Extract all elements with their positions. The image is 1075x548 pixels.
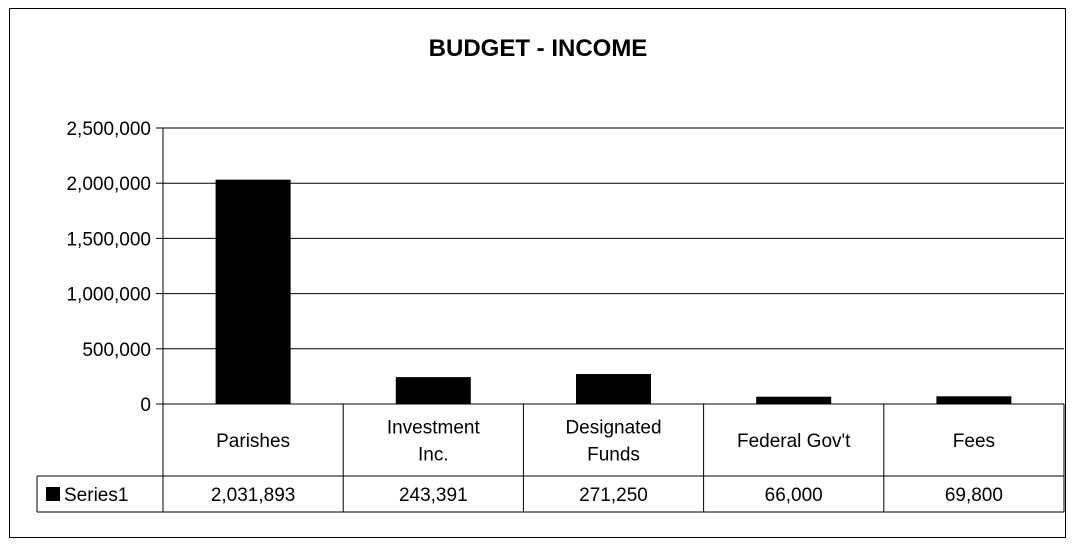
legend-key bbox=[46, 487, 60, 501]
y-tick-label: 1,500,000 bbox=[66, 229, 151, 250]
category-label: Investment bbox=[387, 418, 481, 439]
data-label: 243,391 bbox=[399, 485, 468, 506]
bar bbox=[215, 179, 291, 404]
chart-title: BUDGET - INCOME bbox=[429, 35, 648, 62]
y-tick-label: 500,000 bbox=[82, 340, 151, 361]
bar bbox=[756, 396, 832, 404]
data-label: 271,250 bbox=[579, 485, 648, 506]
category-label: Federal Gov't bbox=[737, 431, 851, 452]
bars bbox=[215, 179, 1012, 404]
category-label: Fees bbox=[953, 431, 995, 452]
bar bbox=[395, 377, 471, 404]
category-label: Inc. bbox=[418, 445, 449, 466]
chart-frame bbox=[9, 8, 1066, 538]
data-label: 66,000 bbox=[765, 485, 823, 506]
bar bbox=[936, 396, 1012, 404]
category-label: Funds bbox=[587, 445, 640, 466]
data-table: Parishes Investment Inc. Designated Funds Fed… bbox=[36, 403, 1065, 513]
y-tick-label: 2,500,000 bbox=[66, 119, 151, 140]
legend-series-name: Series1 bbox=[64, 485, 128, 506]
category-label: Designated bbox=[565, 418, 661, 439]
data-label: 69,800 bbox=[945, 485, 1003, 506]
y-tick-label: 2,000,000 bbox=[66, 174, 151, 195]
y-tick-label: 1,000,000 bbox=[66, 285, 151, 306]
bar bbox=[576, 374, 651, 404]
category-label: Parishes bbox=[216, 431, 290, 452]
y-axis: 0 500,000 1,000,000 1,500,000 2,000,000 2,500… bbox=[66, 119, 164, 512]
data-label: 2,031,893 bbox=[211, 485, 296, 506]
y-tick-label: 0 bbox=[140, 395, 151, 416]
gridlines bbox=[163, 127, 1064, 350]
